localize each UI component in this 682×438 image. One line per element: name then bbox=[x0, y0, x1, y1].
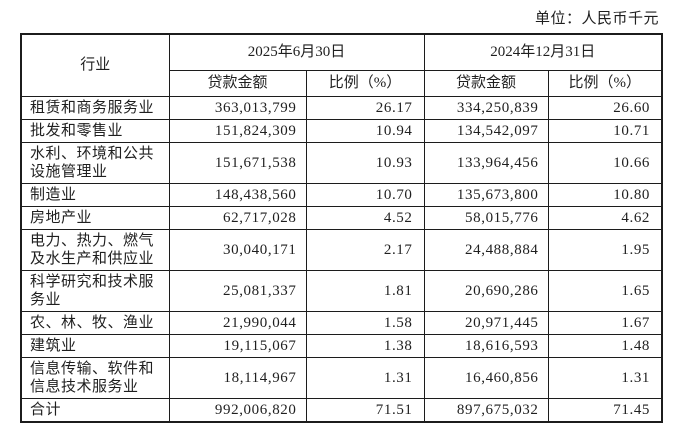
ratio-cell: 10.93 bbox=[305, 141, 425, 184]
ratio-cell: 10.80 bbox=[547, 182, 663, 207]
amount-cell: 334,250,839 bbox=[423, 95, 549, 120]
industry-cell: 建筑业 bbox=[20, 333, 170, 358]
loans-by-industry-table: 行业 2025年6月30日 2024年12月31日 贷款金额 比例（%） 贷款金… bbox=[20, 33, 664, 423]
ratio-cell: 10.71 bbox=[547, 118, 663, 143]
total-row: 合计 992,006,820 71.51 897,675,032 71.45 bbox=[20, 397, 663, 422]
table-row: 房地产业 62,717,028 4.52 58,015,776 4.62 bbox=[20, 205, 663, 230]
industry-cell: 批发和零售业 bbox=[20, 118, 170, 143]
ratio-cell: 1.48 bbox=[547, 333, 663, 358]
amount-cell: 62,717,028 bbox=[168, 205, 307, 230]
amount-cell: 25,081,337 bbox=[168, 269, 307, 312]
ratio-cell: 4.62 bbox=[547, 205, 663, 230]
amount-cell: 135,673,800 bbox=[423, 182, 549, 207]
ratio-cell: 10.66 bbox=[547, 141, 663, 184]
table-row: 电力、热力、燃气及水生产和供应业 30,040,171 2.17 24,488,… bbox=[20, 228, 663, 271]
table-row: 建筑业 19,115,067 1.38 18,616,593 1.48 bbox=[20, 333, 663, 358]
amount-cell: 897,675,032 bbox=[423, 397, 549, 422]
industry-cell: 水利、环境和公共设施管理业 bbox=[20, 141, 170, 184]
amount-cell: 21,990,044 bbox=[168, 310, 307, 335]
amount-cell: 363,013,799 bbox=[168, 95, 307, 120]
amount-subheader-2024: 贷款金额 bbox=[423, 69, 549, 97]
ratio-cell: 1.31 bbox=[305, 356, 425, 399]
amount-cell: 24,488,884 bbox=[423, 228, 549, 271]
ratio-cell: 10.94 bbox=[305, 118, 425, 143]
amount-cell: 20,971,445 bbox=[423, 310, 549, 335]
amount-cell: 18,616,593 bbox=[423, 333, 549, 358]
table-row: 制造业 148,438,560 10.70 135,673,800 10.80 bbox=[20, 182, 663, 207]
industry-cell: 电力、热力、燃气及水生产和供应业 bbox=[20, 228, 170, 271]
table-row: 信息传输、软件和信息技术服务业 18,114,967 1.31 16,460,8… bbox=[20, 356, 663, 399]
period-header-2024: 2024年12月31日 bbox=[423, 33, 663, 71]
industry-cell: 信息传输、软件和信息技术服务业 bbox=[20, 356, 170, 399]
industry-cell: 农、林、牧、渔业 bbox=[20, 310, 170, 335]
ratio-subheader-2025: 比例（%） bbox=[305, 69, 425, 97]
industry-cell: 科学研究和技术服务业 bbox=[20, 269, 170, 312]
amount-cell: 30,040,171 bbox=[168, 228, 307, 271]
table-row: 批发和零售业 151,824,309 10.94 134,542,097 10.… bbox=[20, 118, 663, 143]
industry-cell: 房地产业 bbox=[20, 205, 170, 230]
ratio-cell: 1.67 bbox=[547, 310, 663, 335]
ratio-cell: 4.52 bbox=[305, 205, 425, 230]
industry-cell: 合计 bbox=[20, 397, 170, 422]
amount-subheader-2025: 贷款金额 bbox=[168, 69, 307, 97]
amount-cell: 134,542,097 bbox=[423, 118, 549, 143]
amount-cell: 18,114,967 bbox=[168, 356, 307, 399]
ratio-cell: 71.45 bbox=[547, 397, 663, 422]
amount-cell: 16,460,856 bbox=[423, 356, 549, 399]
amount-cell: 19,115,067 bbox=[168, 333, 307, 358]
amount-cell: 151,671,538 bbox=[168, 141, 307, 184]
table-row: 租赁和商务服务业 363,013,799 26.17 334,250,839 2… bbox=[20, 95, 663, 120]
ratio-cell: 26.60 bbox=[547, 95, 663, 120]
ratio-cell: 1.58 bbox=[305, 310, 425, 335]
ratio-cell: 1.31 bbox=[547, 356, 663, 399]
ratio-cell: 26.17 bbox=[305, 95, 425, 120]
amount-cell: 151,824,309 bbox=[168, 118, 307, 143]
ratio-cell: 10.70 bbox=[305, 182, 425, 207]
unit-label: 单位：人民币千元 bbox=[534, 11, 659, 27]
table-row: 科学研究和技术服务业 25,081,337 1.81 20,690,286 1.… bbox=[20, 269, 663, 312]
period-header-2025: 2025年6月30日 bbox=[168, 33, 425, 71]
amount-cell: 148,438,560 bbox=[168, 182, 307, 207]
ratio-subheader-2024: 比例（%） bbox=[547, 69, 663, 97]
ratio-cell: 2.17 bbox=[305, 228, 425, 271]
amount-cell: 992,006,820 bbox=[168, 397, 307, 422]
industry-column-header: 行业 bbox=[20, 33, 170, 97]
table-row: 水利、环境和公共设施管理业 151,671,538 10.93 133,964,… bbox=[20, 141, 663, 184]
amount-cell: 133,964,456 bbox=[423, 141, 549, 184]
table-row: 农、林、牧、渔业 21,990,044 1.58 20,971,445 1.67 bbox=[20, 310, 663, 335]
period-header-row: 行业 2025年6月30日 2024年12月31日 bbox=[20, 33, 663, 97]
ratio-cell: 1.95 bbox=[547, 228, 663, 271]
ratio-cell: 1.81 bbox=[305, 269, 425, 312]
sub-header-row: 贷款金额 比例（%） 贷款金额 比例（%） bbox=[21, 69, 663, 97]
amount-cell: 20,690,286 bbox=[423, 269, 549, 312]
amount-cell: 58,015,776 bbox=[423, 205, 549, 230]
ratio-cell: 71.51 bbox=[305, 397, 425, 422]
ratio-cell: 1.38 bbox=[305, 333, 425, 358]
industry-cell: 制造业 bbox=[20, 182, 170, 207]
table-container: 单位：人民币千元 行业 2025年6月30日 2024年12月31日 贷款金额 … bbox=[20, 0, 664, 423]
ratio-cell: 1.65 bbox=[547, 269, 663, 312]
industry-cell: 租赁和商务服务业 bbox=[20, 95, 170, 120]
